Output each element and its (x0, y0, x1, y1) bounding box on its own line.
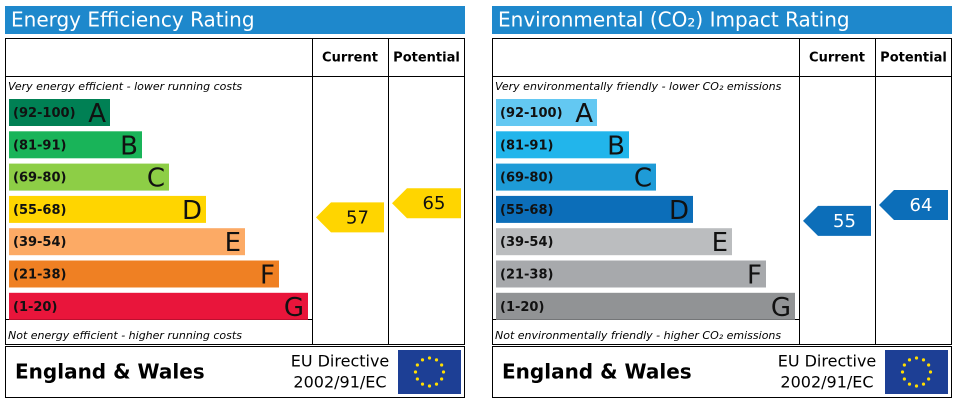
eu-star (413, 370, 418, 374)
band (496, 99, 597, 126)
band-letter: B (120, 131, 138, 161)
band-letter: F (747, 261, 762, 291)
rating-value: 64 (910, 195, 933, 216)
eu-star (907, 382, 912, 386)
rating-value: 57 (346, 207, 369, 228)
band-range: (55-68) (13, 203, 66, 218)
band-range: (1-20) (500, 300, 544, 315)
eu-star (914, 356, 919, 360)
panel-title: Environmental (CO₂) Impact Rating (498, 8, 850, 32)
footer-region: England & Wales (15, 360, 205, 384)
eu-star (434, 382, 439, 386)
band (496, 292, 795, 320)
eu-star (420, 358, 425, 362)
eu-star (441, 370, 446, 374)
bottom-note: Not environmentally friendly - higher CO… (495, 329, 781, 342)
column-header: Potential (393, 51, 460, 66)
rating-value: 65 (423, 193, 446, 214)
eu-star (900, 370, 905, 374)
footer-directive: EU Directive (778, 352, 877, 371)
band (496, 163, 656, 191)
band-range: (69-80) (500, 171, 553, 186)
footer-box (492, 346, 952, 398)
eu-star (427, 356, 432, 360)
band-letter: G (284, 293, 304, 323)
band-letter: G (771, 293, 791, 323)
eu-star (902, 377, 906, 381)
eu-star (927, 363, 931, 367)
band-range: (39-54) (500, 235, 553, 250)
band (9, 228, 245, 256)
eu-star (415, 363, 419, 367)
top-note: Very environmentally friendly - lower CO… (495, 80, 782, 93)
band (9, 131, 142, 159)
band (9, 195, 206, 223)
band (496, 260, 766, 288)
band-letter: E (712, 228, 728, 258)
band-range: (81-91) (13, 138, 66, 153)
band-letter: B (607, 131, 625, 161)
band-range: (55-68) (500, 203, 553, 218)
rating-arrow (803, 205, 871, 236)
eu-star (440, 363, 444, 367)
band-range: (92-100) (500, 106, 563, 121)
eu-star (440, 377, 444, 381)
band (9, 99, 110, 126)
column-header: Potential (880, 51, 947, 66)
footer-directive: EU Directive (291, 352, 390, 371)
band-letter: E (225, 228, 241, 258)
eu-star (415, 377, 419, 381)
rating-arrow (392, 188, 461, 219)
band-range: (1-20) (13, 300, 57, 315)
rating-value: 55 (833, 211, 856, 232)
band-range: (39-54) (13, 235, 66, 250)
band (496, 131, 629, 159)
band-letter: A (575, 99, 593, 129)
band (9, 260, 279, 288)
eu-star (927, 377, 931, 381)
band-letter: D (182, 196, 202, 226)
band-range: (21-38) (13, 268, 66, 283)
footer-box (5, 346, 465, 398)
eu-star (921, 358, 926, 362)
bottom-note: Not energy efficient - higher running co… (8, 329, 242, 342)
eu-star (914, 384, 919, 388)
footer-directive: 2002/91/EC (780, 373, 873, 392)
eu-star (434, 358, 439, 362)
eu-star (928, 370, 933, 374)
band-range: (69-80) (13, 171, 66, 186)
eu-star (427, 384, 432, 388)
column-header: Current (809, 51, 865, 66)
band-range: (21-38) (500, 268, 553, 283)
band-letter: C (147, 164, 165, 194)
eu-star (420, 382, 425, 386)
band-letter: F (260, 261, 275, 291)
eu-star (902, 363, 906, 367)
band-letter: A (88, 99, 106, 129)
band-letter: D (669, 196, 689, 226)
band-range: (81-91) (500, 138, 553, 153)
rating-arrow (879, 189, 948, 220)
band (9, 292, 308, 320)
footer-region: England & Wales (502, 360, 692, 384)
band (496, 228, 732, 256)
panel-title: Energy Efficiency Rating (11, 8, 255, 32)
rating-box (492, 38, 952, 345)
eu-star (921, 382, 926, 386)
rating-arrow (316, 202, 384, 233)
band (9, 163, 169, 191)
top-note: Very energy efficient - lower running co… (8, 80, 242, 93)
column-header: Current (322, 51, 378, 66)
band (496, 195, 693, 223)
band-letter: C (634, 164, 652, 194)
title-bar (492, 6, 952, 34)
rating-box (5, 38, 465, 345)
footer-directive: 2002/91/EC (293, 373, 386, 392)
title-bar (5, 6, 465, 34)
eu-star (907, 358, 912, 362)
band-range: (92-100) (13, 106, 76, 121)
